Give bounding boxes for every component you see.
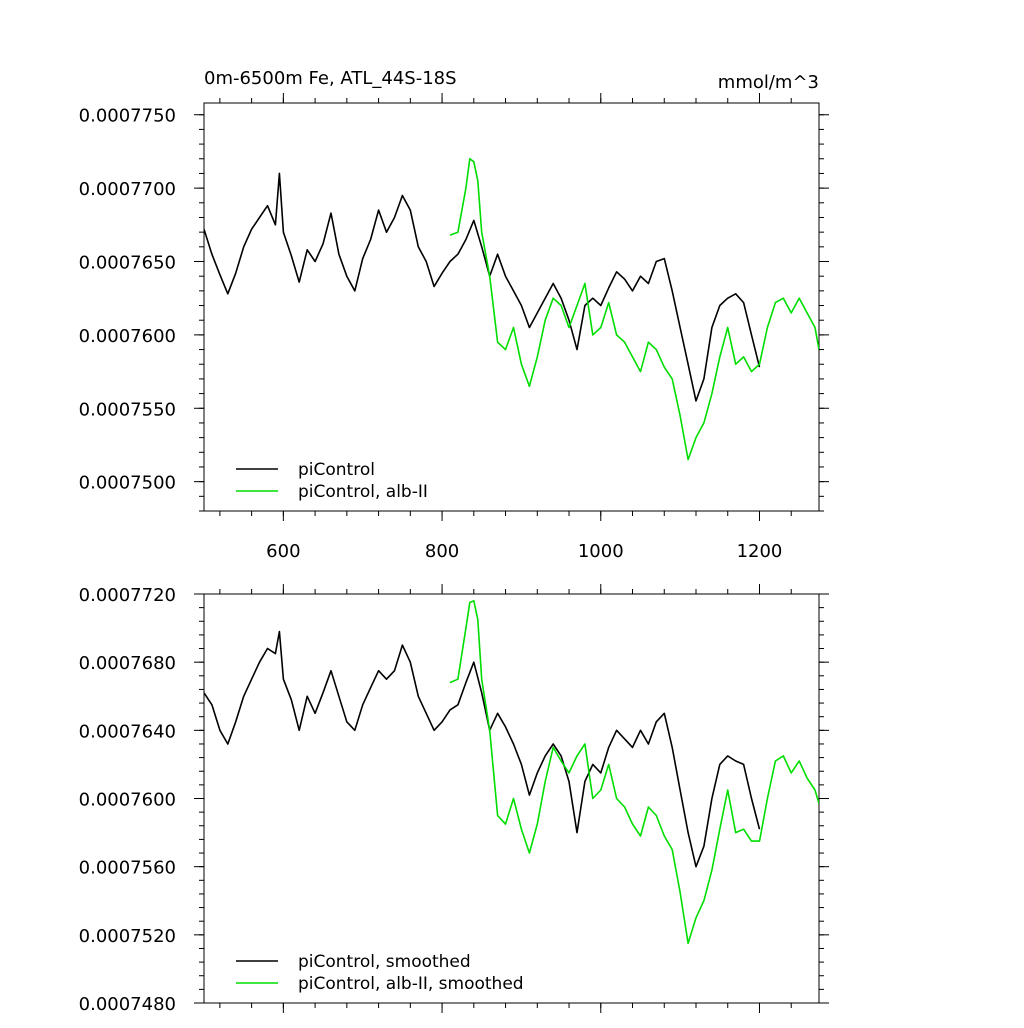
y-tick-label: 0.0007480 [79,994,176,1015]
y-tick-label: 0.0007600 [79,790,176,811]
y-tick-label: 0.0007640 [79,721,176,742]
x-tick-label: 800 [425,541,459,562]
chart-title: 0m-6500m Fe, ATL_44S-18S [204,68,457,89]
x-tick-label: 1200 [737,541,783,562]
chart-units: mmol/m^3 [718,72,819,93]
y-tick-label: 0.0007720 [79,585,176,606]
series-line-picontrol [204,630,761,868]
y-tick-label: 0.0007520 [79,926,176,947]
x-tick-label: 1000 [578,541,624,562]
legend-label: piControl, alb-II [298,482,428,502]
y-tick-label: 0.0007680 [79,653,176,674]
plot-frame [203,102,820,512]
top-panel: 600 800 1000 1200 0.0007500 0.0007550 0.000760… [79,68,829,562]
series-line-picontrol [204,172,761,402]
x-tick-label: 600 [266,541,300,562]
series-line-picontrol-alb-ii [449,600,819,945]
legend-label: piControl [298,460,375,480]
legend-label: piControl, smoothed [298,952,471,972]
y-tick-label: 0.0007600 [79,326,176,347]
y-tick-label: 0.0007560 [79,858,176,879]
legend-label: piControl, alb-II, smoothed [298,974,524,994]
bottom-panel: 0.0007480 0.0007520 0.0007560 0.0007600 0.00… [79,584,829,1015]
y-tick-label: 0.0007700 [79,179,176,200]
y-tick-label: 0.0007650 [79,253,176,274]
y-tick-label: 0.0007750 [79,106,176,127]
series-line-picontrol-alb-ii [449,158,819,461]
y-tick-label: 0.0007500 [79,473,176,494]
y-tick-label: 0.0007550 [79,399,176,420]
